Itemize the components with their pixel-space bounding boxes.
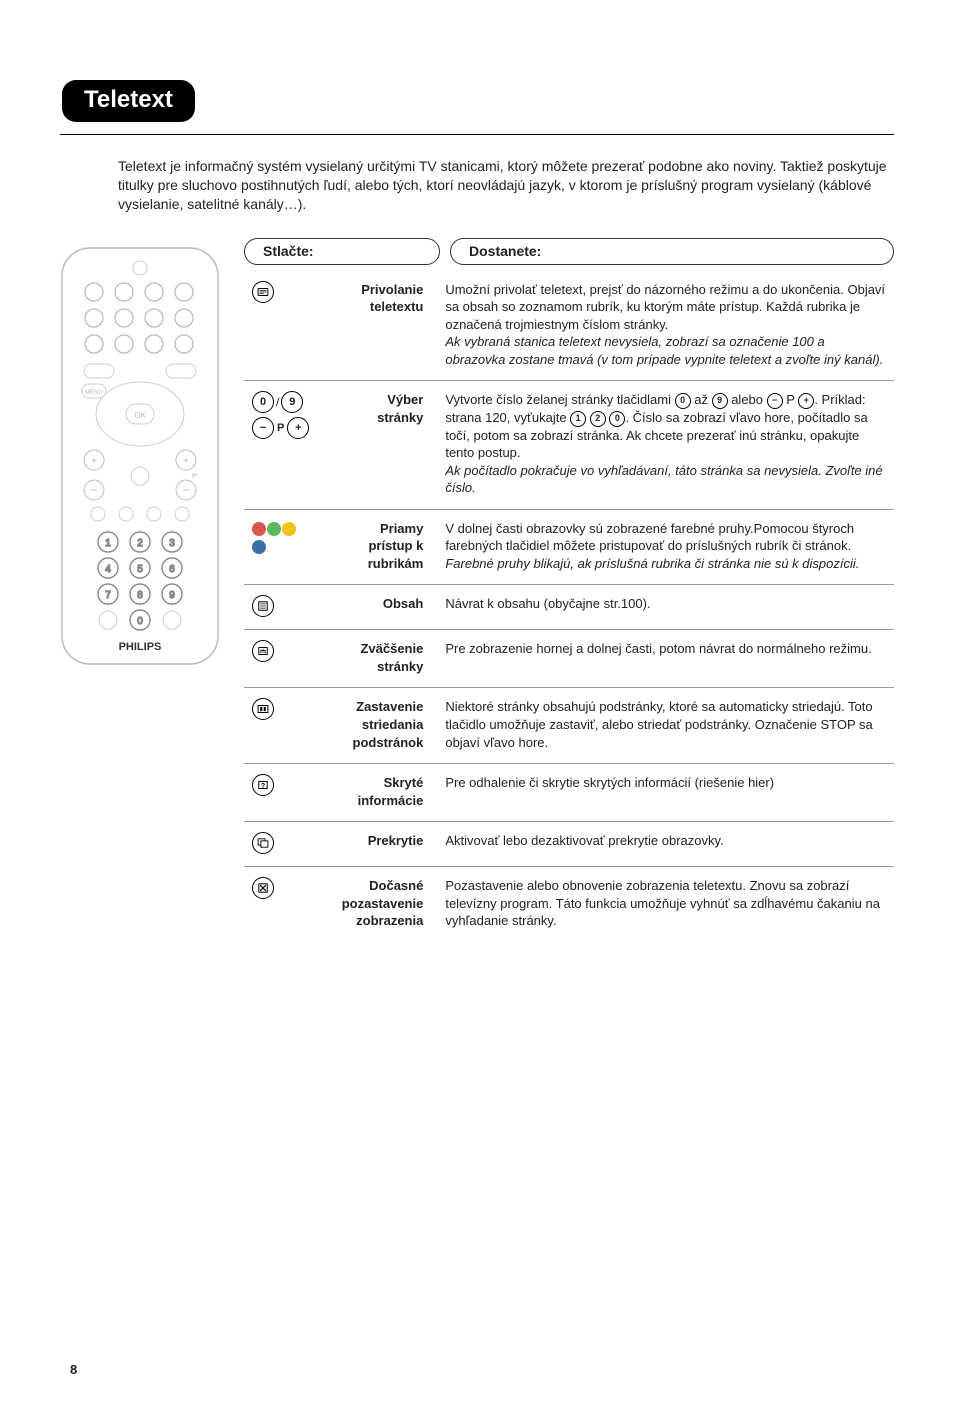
row-icon: i [244, 585, 317, 630]
svg-text:0: 0 [137, 616, 143, 627]
row-icon [244, 271, 317, 381]
row-label: Výberstránky [317, 381, 437, 509]
page-number: 8 [70, 1362, 77, 1377]
index-icon: i [252, 595, 274, 617]
row-label: Zastaveniestriedaniapodstránok [317, 688, 437, 764]
row-icon: 0/9 −P+ [244, 381, 317, 509]
svg-text:9: 9 [169, 590, 175, 601]
svg-text:5: 5 [137, 564, 143, 575]
cancel-icon [252, 877, 274, 899]
overlay-icon [252, 832, 274, 854]
row-icon [244, 688, 317, 764]
row-label: Prekrytie [317, 822, 437, 867]
svg-text:2: 2 [137, 538, 143, 549]
row-desc: Niektoré stránky obsahujú podstránky, kt… [437, 688, 894, 764]
row-label: Zväčšeniestránky [317, 630, 437, 688]
row-desc: Pre zobrazenie hornej a dolnej časti, po… [437, 630, 894, 688]
hold-icon [252, 698, 274, 720]
reveal-icon: ? [252, 774, 274, 796]
table-row: Zastaveniestriedaniapodstránok Niektoré … [244, 688, 894, 764]
svg-text:6: 6 [169, 564, 175, 575]
teletext-table: Stlačte: Dostanete: Privolanieteletextu … [244, 238, 894, 942]
digits-p-icons: 0/9 −P+ [252, 391, 309, 439]
table-row: Zväčšeniestránky Pre zobrazenie hornej a… [244, 630, 894, 688]
svg-text:7: 7 [105, 590, 111, 601]
row-icon: ? [244, 764, 317, 822]
title-rule [60, 134, 894, 135]
row-desc: V dolnej časti obrazovky sú zobrazené fa… [437, 509, 894, 585]
row-desc: Pozastavenie alebo obnovenie zobrazenia … [437, 867, 894, 942]
row-desc: Umožní privolať teletext, prejsť do názo… [437, 271, 894, 381]
table-row: Priamyprístup krubrikám V dolnej časti o… [244, 509, 894, 585]
table-row: Privolanieteletextu Umožní privolať tele… [244, 271, 894, 381]
row-label: Obsah [317, 585, 437, 630]
svg-text:1: 1 [105, 538, 111, 549]
table-row: ? Skrytéinformácie Pre odhalenie či skry… [244, 764, 894, 822]
remote-brand: PHILIPS [119, 641, 162, 653]
row-label: Dočasnépozastaveniezobrazenia [317, 867, 437, 942]
svg-text:+: + [183, 456, 189, 467]
svg-text:MENU: MENU [85, 390, 103, 396]
svg-text:8: 8 [137, 590, 143, 601]
row-icon [244, 867, 317, 942]
row-label: Priamyprístup krubrikám [317, 509, 437, 585]
table-row: Dočasnépozastaveniezobrazenia Pozastaven… [244, 867, 894, 942]
row-desc: Aktivovať lebo dezaktivovať prekrytie ob… [437, 822, 894, 867]
svg-text:−: − [182, 483, 189, 497]
svg-text:−: − [90, 483, 97, 497]
row-icon [244, 630, 317, 688]
header-right: Dostanete: [450, 238, 894, 265]
svg-text:OK: OK [134, 411, 146, 420]
svg-text:i: i [267, 601, 268, 605]
row-desc: Návrat k obsahu (obyčajne str.100). [437, 585, 894, 630]
remote-illustration: OK MENU + + − − P 1 2 3 4 5 6 7 [60, 246, 220, 666]
row-label: Skrytéinformácie [317, 764, 437, 822]
svg-text:+: + [91, 456, 97, 467]
teletext-icon [252, 281, 274, 303]
intro-text: Teletext je informačný systém vysielaný … [118, 157, 894, 214]
table-row: Prekrytie Aktivovať lebo dezaktivovať pr… [244, 822, 894, 867]
row-desc: Pre odhalenie či skrytie skrytých inform… [437, 764, 894, 822]
svg-text:P: P [192, 473, 197, 480]
color-dots-icon [252, 521, 297, 554]
table-row: 0/9 −P+ Výberstránky Vytvorte číslo žela… [244, 381, 894, 509]
svg-text:4: 4 [105, 564, 111, 575]
header-left: Stlačte: [244, 238, 440, 265]
page-title: Teletext [62, 80, 195, 122]
enlarge-icon [252, 640, 274, 662]
row-desc: Vytvorte číslo želanej stránky tlačidlam… [437, 381, 894, 509]
row-icon [244, 822, 317, 867]
svg-text:?: ? [261, 783, 265, 790]
table-row: i Obsah Návrat k obsahu (obyčajne str.10… [244, 585, 894, 630]
svg-text:3: 3 [169, 538, 175, 549]
row-icon [244, 509, 317, 585]
row-label: Privolanieteletextu [317, 271, 437, 381]
